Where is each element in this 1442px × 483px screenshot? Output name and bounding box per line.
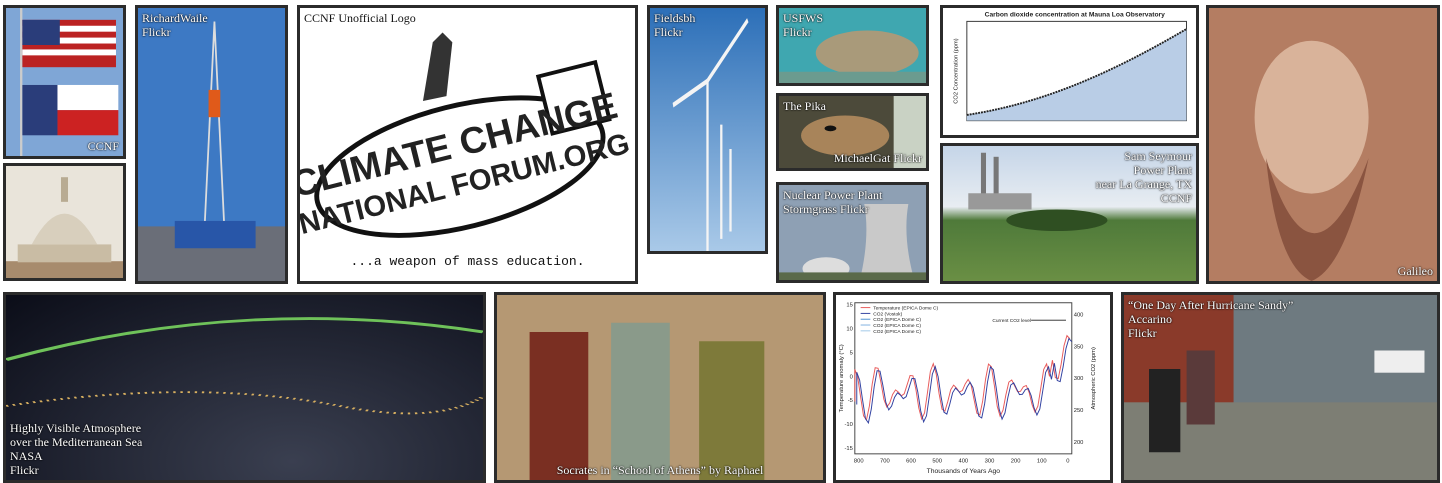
y-tick-label: 15 (846, 303, 852, 309)
co2-chart-image: Carbon dioxide concentration at Mauna Lo… (940, 5, 1199, 138)
caption-line: Flickr (783, 25, 823, 39)
x-tick-label: 100 (1037, 459, 1047, 465)
galileo-image: Galileo (1206, 5, 1440, 284)
y2-tick-label: 250 (1074, 408, 1084, 414)
legend-label: CO2 (EPICA Dome C) (873, 323, 921, 329)
caption-line: Flickr (1128, 326, 1293, 340)
y-tick-label: 5 (850, 350, 853, 356)
caption-line: Galileo (1398, 264, 1433, 278)
tagline: ...a weapon of mass education. (300, 254, 635, 269)
caption: MichaelGat Flickr (834, 151, 922, 165)
caption-line: The Pika (783, 99, 826, 113)
caption-line: Stormgrass Flickr (783, 202, 882, 216)
x-label: Thousands of Years Ago (927, 468, 1001, 475)
caption-line: Power Plant (1096, 163, 1192, 177)
temperature-chart-image: Temperature (EPICA Dome C)CO2 (Vostok)CO… (833, 292, 1113, 483)
y-label: Temperature anomaly (°C) (839, 344, 845, 412)
x-tick-label: 0 (1066, 459, 1069, 465)
flags-photo: CCNF (3, 5, 126, 159)
x-tick-label: 300 (985, 459, 995, 465)
y2-tick-label: 400 (1074, 312, 1084, 318)
y-tick-label: -15 (845, 446, 853, 452)
caption: The Pika (783, 99, 826, 113)
annotation: Current CO2 level (992, 318, 1031, 324)
collage: CCNF RichardWaileFlickr CLIMATE CHANGE N… (0, 0, 1442, 483)
caption-line: USFWS (783, 11, 823, 25)
caption-line: Socrates in “School of Athens” by Raphae… (497, 463, 823, 477)
caption-line: over the Mediterranean Sea (10, 435, 142, 449)
caption-line: Flickr (142, 25, 208, 39)
series-line (855, 336, 1070, 420)
caption-line: CCNF (88, 139, 119, 153)
x-tick-label: 500 (932, 459, 942, 465)
x-tick-label: 400 (958, 459, 968, 465)
y-label: CO2 Concentration (ppm) (953, 38, 959, 104)
caption-line: CCNF (1096, 191, 1192, 205)
y-tick-label: 10 (846, 327, 852, 333)
caption-line: Highly Visible Atmosphere (10, 421, 142, 435)
caption-line: RichardWaile (142, 11, 208, 25)
caption: Socrates in “School of Athens” by Raphae… (497, 463, 823, 477)
logo-image: CLIMATE CHANGE NATIONAL FORUM.ORG CCNF U… (297, 5, 638, 284)
y2-tick-label: 300 (1074, 376, 1084, 382)
caption-line: Nuclear Power Plant (783, 188, 882, 202)
caption: Galileo (1398, 264, 1433, 278)
caption-line: NASA (10, 449, 142, 463)
y-tick-label: 0 (850, 374, 853, 380)
legend-label: CO2 (EPICA Dome C) (873, 317, 921, 323)
legend-label: CO2 (Vostok) (873, 311, 902, 317)
caption-line: “One Day After Hurricane Sandy” (1128, 298, 1293, 312)
legend-label: CO2 (EPICA Dome C) (873, 329, 921, 335)
caption-line: CCNF Unofficial Logo (304, 11, 416, 25)
x-tick-label: 800 (854, 459, 864, 465)
x-tick-label: 200 (1011, 459, 1021, 465)
caption-line: MichaelGat Flickr (834, 151, 922, 165)
caption-line: Fieldsbh (654, 11, 695, 25)
x-tick-label: 700 (880, 459, 890, 465)
athens-image: Socrates in “School of Athens” by Raphae… (494, 292, 826, 483)
caption: CCNF Unofficial Logo (304, 11, 416, 25)
y2-tick-label: 350 (1074, 344, 1084, 350)
y2-label: Atmospheric CO2 (ppm) (1091, 347, 1097, 410)
chart-title: Carbon dioxide concentration at Mauna Lo… (985, 12, 1165, 19)
caption-line: Accarino (1128, 312, 1293, 326)
capitol-photo (3, 163, 126, 281)
caption: CCNF (88, 139, 119, 153)
x-tick-label: 600 (906, 459, 916, 465)
y2-tick-label: 200 (1074, 440, 1084, 446)
caption-line: Flickr (10, 463, 142, 477)
series-line (857, 339, 1072, 423)
caption-line: Sam Seymour (1096, 149, 1192, 163)
caption-line: near La Grange, TX (1096, 177, 1192, 191)
legend-label: Temperature (EPICA Dome C) (873, 306, 938, 312)
caption-line: Flickr (654, 25, 695, 39)
pika-photo: The Pika MichaelGat Flickr (776, 93, 929, 171)
y-tick-label: -5 (848, 398, 853, 404)
y-tick-label: -10 (845, 422, 853, 428)
